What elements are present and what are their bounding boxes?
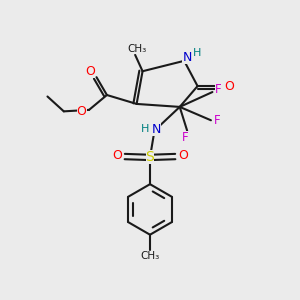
Text: CH₃: CH₃ bbox=[140, 251, 160, 261]
Text: F: F bbox=[215, 83, 222, 96]
Text: S: S bbox=[146, 150, 154, 164]
Text: N: N bbox=[151, 123, 160, 136]
Text: H: H bbox=[141, 124, 149, 134]
Text: O: O bbox=[225, 80, 235, 93]
Text: F: F bbox=[182, 131, 188, 144]
Text: O: O bbox=[77, 105, 87, 118]
Text: O: O bbox=[178, 149, 188, 162]
Text: H: H bbox=[193, 47, 201, 58]
Text: O: O bbox=[85, 65, 95, 78]
Text: O: O bbox=[112, 149, 122, 162]
Text: F: F bbox=[214, 114, 220, 128]
Text: N: N bbox=[182, 51, 192, 64]
Text: CH₃: CH₃ bbox=[127, 44, 146, 54]
